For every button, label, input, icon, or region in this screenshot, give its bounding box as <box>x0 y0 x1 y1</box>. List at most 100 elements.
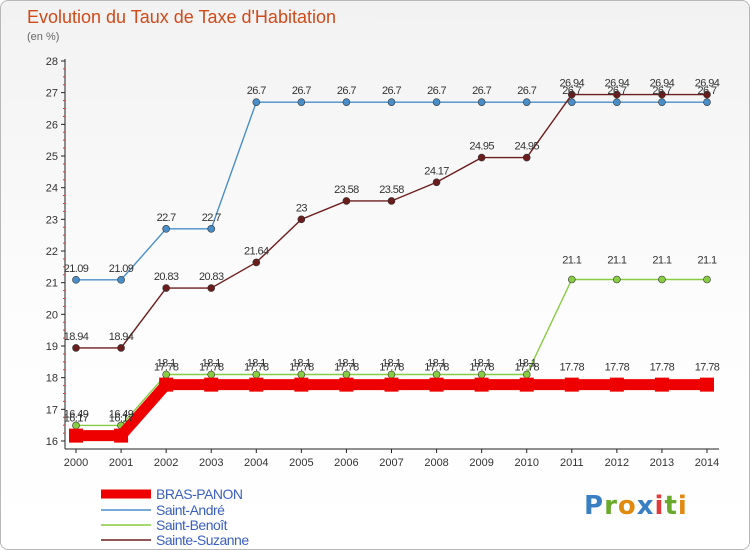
x-tick-label: 2000 <box>64 457 88 469</box>
data-label: 22.7 <box>157 212 176 224</box>
data-label: 21.09 <box>64 263 89 275</box>
data-label: 16.17 <box>109 413 134 425</box>
data-point <box>384 377 399 392</box>
proxiti-logo: Proxiti <box>584 491 688 521</box>
data-point <box>252 258 261 267</box>
data-label: 18.1 <box>427 358 446 370</box>
y-tick-label: 26 <box>46 119 58 131</box>
data-point <box>477 98 486 106</box>
data-label: 18.1 <box>517 358 536 370</box>
data-point <box>114 428 129 443</box>
legend-label: Saint-Benoît <box>156 517 228 533</box>
data-point <box>342 98 351 106</box>
data-point <box>613 90 621 99</box>
y-tick-label: 21 <box>46 278 58 290</box>
data-point <box>703 98 711 106</box>
x-tick-label: 2009 <box>469 457 493 469</box>
data-point <box>654 377 669 392</box>
data-label: 17.78 <box>289 362 314 374</box>
data-label: 26.7 <box>247 85 266 97</box>
x-tick-label: 2003 <box>199 457 223 469</box>
x-tick-label: 2012 <box>605 457 629 469</box>
data-label: 24.95 <box>514 141 539 153</box>
data-label: 18.94 <box>64 331 89 343</box>
series-line-saint-beno-t <box>76 278 707 427</box>
data-label: 21.09 <box>109 263 134 275</box>
data-point <box>609 377 624 392</box>
data-point <box>477 153 486 162</box>
data-label: 18.1 <box>292 358 311 370</box>
data-label: 18.1 <box>202 358 221 370</box>
data-point <box>658 90 666 99</box>
data-point <box>72 344 80 352</box>
data-label: 23.58 <box>379 184 404 196</box>
y-tick-label: 22 <box>46 246 58 258</box>
data-point <box>297 98 306 106</box>
y-tick-label: 27 <box>46 88 58 100</box>
data-point <box>69 428 83 443</box>
data-label: 16.17 <box>64 413 89 425</box>
y-tick-label: 18 <box>46 373 58 385</box>
data-label: 21.1 <box>562 255 581 267</box>
data-point <box>474 377 489 392</box>
x-tick-label: 2008 <box>424 457 448 469</box>
data-label: 17.78 <box>605 362 630 374</box>
y-tick-label: 17 <box>46 404 58 416</box>
data-point <box>162 284 170 292</box>
data-point <box>567 90 576 99</box>
data-label: 17.78 <box>334 362 359 374</box>
data-label: 26.7 <box>427 85 446 97</box>
data-point <box>117 344 125 352</box>
data-label: 26.7 <box>517 85 536 97</box>
data-label: 26.94 <box>650 78 675 90</box>
x-tick-label: 2002 <box>154 457 178 469</box>
data-label: 26.7 <box>697 85 716 97</box>
data-point <box>207 225 216 233</box>
data-label: 17.78 <box>650 362 675 374</box>
x-tick-label: 2007 <box>379 457 403 469</box>
data-label: 17.78 <box>154 362 179 374</box>
data-label: 24.95 <box>469 141 494 153</box>
data-label: 18.1 <box>382 358 401 370</box>
data-point <box>297 215 306 224</box>
data-label: 18.1 <box>472 358 491 370</box>
data-point <box>429 377 444 392</box>
data-point <box>700 377 714 392</box>
data-label: 26.94 <box>560 78 585 90</box>
data-label: 26.7 <box>382 85 401 97</box>
y-tick-label: 24 <box>46 183 58 195</box>
data-point <box>567 98 576 106</box>
x-tick-label: 2001 <box>109 457 133 469</box>
data-label: 26.7 <box>472 85 491 97</box>
data-label: 26.7 <box>562 85 581 97</box>
data-point <box>613 98 621 106</box>
data-point <box>117 276 125 284</box>
data-point <box>252 98 261 106</box>
y-tick-label: 28 <box>46 56 58 68</box>
data-label: 20.83 <box>154 271 179 283</box>
legend-label: Saint-André <box>156 502 225 518</box>
data-label: 17.78 <box>695 362 720 374</box>
data-label: 24.17 <box>424 165 449 177</box>
data-point <box>567 275 576 284</box>
data-label: 18.1 <box>157 358 176 370</box>
data-point <box>658 98 666 106</box>
y-tick-label: 19 <box>46 341 58 353</box>
data-point <box>159 377 174 392</box>
data-point <box>703 90 711 99</box>
data-label: 20.83 <box>199 271 224 283</box>
data-point <box>432 98 441 106</box>
data-label: 16.49 <box>64 408 89 420</box>
series-line-bras-panon <box>76 379 707 442</box>
data-point <box>564 377 579 392</box>
x-tick-label: 2010 <box>514 457 538 469</box>
legend-label: Sainte-Suzanne <box>156 532 249 548</box>
data-label: 18.1 <box>247 358 266 370</box>
data-label: 18.94 <box>109 331 134 343</box>
data-label: 21.64 <box>244 245 269 257</box>
y-tick-label: 23 <box>46 214 58 226</box>
x-tick-label: 2014 <box>695 457 719 469</box>
y-tick-label: 25 <box>46 151 58 163</box>
